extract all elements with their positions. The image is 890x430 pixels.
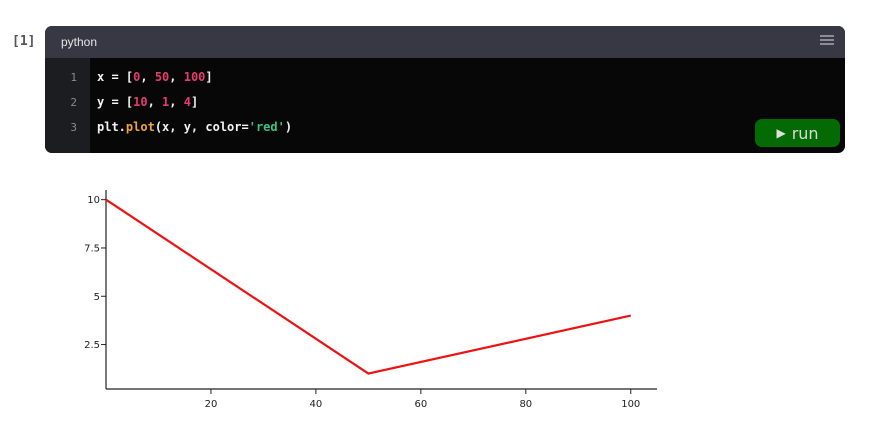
x-tick-label: 60 [414, 399, 427, 410]
x-tick-label: 40 [310, 399, 323, 410]
series-line [105, 198, 631, 375]
play-icon: ▶ [776, 126, 786, 140]
line-number: 3 [70, 121, 77, 134]
menu-icon[interactable] [820, 35, 834, 45]
x-tick-label: 80 [519, 399, 532, 410]
x-tick-label: 20 [205, 399, 218, 410]
y-tick-label: 5 [94, 292, 100, 303]
cell-header: python [45, 26, 845, 58]
y-tick-label: 10 [87, 195, 100, 206]
cell-prompt: [1] [12, 34, 36, 49]
line-gutter: 1 2 3 [45, 58, 90, 153]
y-tick-label: 2.5 [84, 340, 100, 351]
run-button[interactable]: ▶ run [755, 119, 840, 147]
y-tick-label: 7.5 [84, 243, 100, 254]
line-number: 1 [70, 71, 77, 84]
line-chart: 20 40 60 80 100 2.5 5 7.5 10 [84, 190, 657, 410]
code-line-1[interactable]: x = [0, 50, 100] [97, 70, 213, 84]
code-line-2[interactable]: y = [10, 1, 4] [97, 95, 199, 109]
code-line-3[interactable]: plt.plot(x, y, color='red') [97, 120, 293, 134]
x-tick-label: 100 [621, 399, 640, 410]
line-number: 2 [70, 96, 77, 109]
code-cell: python 1 2 3 x = [0, 50, 100] y = [10, 1… [45, 26, 845, 153]
run-label: run [791, 123, 819, 143]
language-label: python [61, 35, 98, 49]
